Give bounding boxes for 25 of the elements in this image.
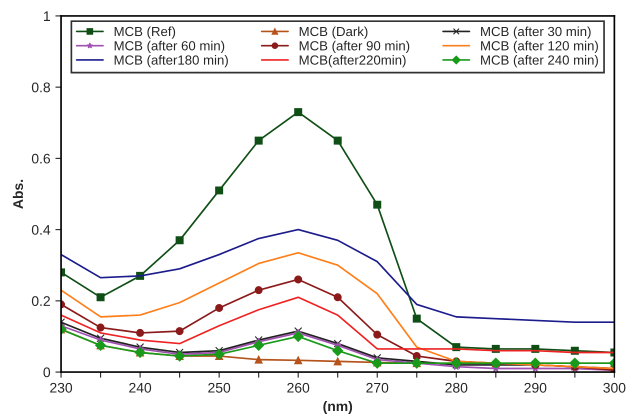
legend-label: MCB (Ref) [114,26,176,39]
x-tick-label: 280 [445,382,468,393]
y-tick-label: 0.8 [32,82,50,92]
legend-label: MCB (after 90 min) [300,40,410,54]
legend-label: MCB (after 30 min) [481,26,591,39]
legend-label: MCB (after180 min) [114,55,228,68]
x-tick-label: 300 [603,382,626,393]
x-tick-label: 250 [208,382,230,393]
y-tick-label: 0.2 [32,296,50,306]
legend-label: MCB (Dark) [300,26,368,39]
x-axis-title: (nm) [323,400,352,414]
y-tick-label: 0 [43,367,50,378]
legend-label: MCB (after 60 min) [114,40,224,54]
y-tick-label: 1 [44,11,50,21]
legend-label: MCB (after 240 min) [481,55,598,68]
y-tick-label: 0.6 [32,154,50,164]
legend-label: MCB (after 120 min) [481,40,598,54]
y-tick-label: 0.4 [32,224,50,235]
x-tick-label: 230 [50,382,72,393]
x-tick-label: 240 [129,382,152,393]
y-axis-title: Abs. [12,180,24,209]
x-tick-label: 270 [366,382,388,393]
x-tick-label: 260 [287,382,310,393]
x-tick-label: 290 [524,382,546,393]
legend-label: MCB(after220min) [300,55,406,68]
